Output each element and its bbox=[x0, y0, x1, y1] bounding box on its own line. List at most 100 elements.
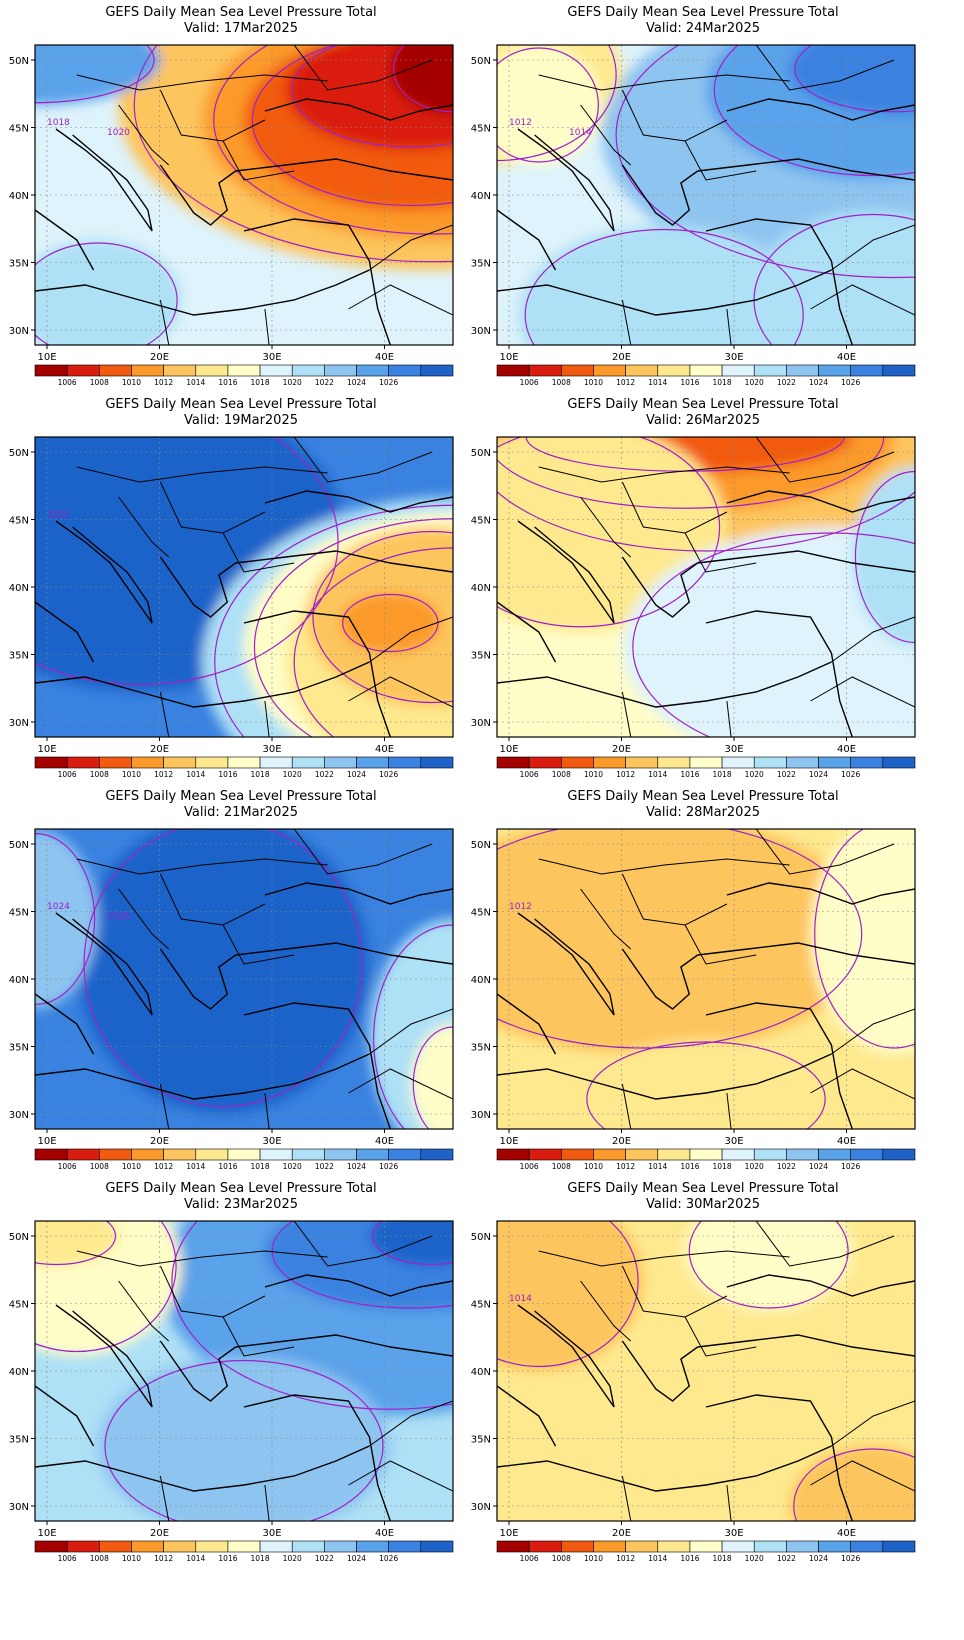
coastline bbox=[497, 601, 557, 663]
country-border bbox=[369, 1400, 453, 1447]
colorbar-label: 1016 bbox=[680, 378, 699, 387]
country-border bbox=[159, 691, 170, 737]
panel-title: GEFS Daily Mean Sea Level Pressure Total bbox=[105, 397, 377, 412]
colorbar-label: 1026 bbox=[379, 1554, 398, 1563]
isobar-line bbox=[524, 228, 804, 345]
y-tick-label: 30N bbox=[471, 326, 491, 337]
coastline bbox=[243, 218, 391, 345]
isobar-line bbox=[35, 1221, 177, 1353]
country-border bbox=[159, 299, 170, 345]
pressure-region bbox=[747, 210, 915, 345]
colorbar-label: 1026 bbox=[841, 1162, 860, 1171]
panel-valid-date: Valid: 21Mar2025 bbox=[184, 805, 298, 820]
colorbar-label: 1012 bbox=[616, 1554, 635, 1563]
x-tick-label: 10E bbox=[499, 744, 518, 755]
colorbar-swatch bbox=[528, 1540, 562, 1553]
colorbar-label: 1022 bbox=[777, 1162, 796, 1171]
isobar-line bbox=[586, 1041, 826, 1129]
y-tick-label: 35N bbox=[471, 1435, 491, 1446]
colorbar-label: 1022 bbox=[315, 1554, 334, 1563]
coastline bbox=[621, 1340, 699, 1402]
x-tick-label: 30E bbox=[724, 1528, 743, 1539]
colorbar-label: 1008 bbox=[90, 1162, 109, 1171]
coastline bbox=[697, 1334, 915, 1357]
colorbar-label: 1010 bbox=[584, 378, 603, 387]
y-tick-label: 45N bbox=[471, 124, 491, 135]
colorbar-swatch bbox=[593, 1148, 626, 1161]
colorbar-label: 1018 bbox=[713, 1162, 732, 1171]
country-border bbox=[538, 466, 790, 483]
colorbar-swatch bbox=[324, 1540, 357, 1553]
colorbar-swatch bbox=[259, 1540, 293, 1553]
colorbar-label: 1018 bbox=[251, 378, 270, 387]
colorbar-swatch bbox=[882, 1148, 916, 1161]
y-tick-label: 40N bbox=[471, 975, 491, 986]
coastline bbox=[517, 128, 615, 232]
panel-title: GEFS Daily Mean Sea Level Pressure Total bbox=[567, 1181, 839, 1196]
colorbar-swatch bbox=[818, 756, 851, 769]
colorbar-swatch bbox=[324, 1148, 357, 1161]
coastline bbox=[243, 1394, 391, 1521]
coastline bbox=[726, 490, 915, 513]
country-border bbox=[621, 1083, 632, 1129]
x-tick-label: 30E bbox=[262, 1528, 281, 1539]
panel-valid-date: Valid: 26Mar2025 bbox=[646, 413, 760, 428]
isobar-label: 1014 bbox=[509, 1294, 532, 1304]
colorbar-label: 1006 bbox=[58, 378, 77, 387]
coastline bbox=[35, 269, 370, 316]
country-border bbox=[293, 829, 433, 875]
colorbar-swatch bbox=[259, 1148, 293, 1161]
colorbar-swatch bbox=[195, 756, 229, 769]
colorbar-swatch bbox=[195, 1540, 229, 1553]
colorbar-swatch bbox=[721, 1148, 755, 1161]
country-border bbox=[580, 1280, 632, 1342]
isobar-line bbox=[312, 530, 453, 704]
colorbar-label: 1014 bbox=[648, 1554, 667, 1563]
colorbar-label: 1010 bbox=[122, 378, 141, 387]
country-border bbox=[538, 1250, 790, 1267]
colorbar-swatch bbox=[131, 756, 164, 769]
country-border bbox=[810, 284, 915, 316]
x-tick-label: 30E bbox=[262, 1136, 281, 1147]
pressure-region bbox=[35, 240, 182, 345]
colorbar-swatch bbox=[786, 1148, 819, 1161]
isobar-line bbox=[251, 45, 453, 207]
y-tick-label: 50N bbox=[471, 448, 491, 459]
colorbar-swatch bbox=[593, 364, 626, 377]
y-tick-label: 40N bbox=[9, 1367, 29, 1378]
coastline bbox=[705, 218, 853, 345]
country-border bbox=[293, 437, 433, 483]
y-tick-label: 40N bbox=[9, 191, 29, 202]
y-tick-label: 50N bbox=[9, 448, 29, 459]
x-tick-label: 40E bbox=[837, 1136, 856, 1147]
colorbar-swatch bbox=[227, 364, 261, 377]
x-tick-label: 20E bbox=[612, 744, 631, 755]
colorbar-swatch bbox=[227, 1540, 261, 1553]
x-tick-label: 30E bbox=[262, 352, 281, 363]
coastline bbox=[264, 882, 453, 905]
colorbar-swatch bbox=[34, 756, 68, 769]
x-tick-label: 20E bbox=[150, 1528, 169, 1539]
pressure-map: 1012 50N 45N 40N 35N 30N 10E 20E 30E 40E 1006 1008 1… bbox=[471, 828, 916, 1171]
colorbar-label: 1016 bbox=[680, 770, 699, 779]
colorbar-swatch bbox=[593, 1540, 626, 1553]
country-border bbox=[76, 466, 328, 483]
colorbar-label: 1016 bbox=[218, 1554, 237, 1563]
map-panel: GEFS Daily Mean Sea Level Pressure Total… bbox=[0, 0, 482, 410]
colorbar-swatch bbox=[388, 1148, 422, 1161]
country-border bbox=[264, 700, 270, 737]
pressure-map: 50N 45N 40N 35N 30N 10E 20E 30E 40E 1006 1008 1010 1… bbox=[471, 436, 916, 779]
panel-title: GEFS Daily Mean Sea Level Pressure Total bbox=[105, 789, 377, 804]
isobar-line bbox=[794, 45, 915, 113]
colorbar-swatch bbox=[420, 1540, 454, 1553]
y-tick-label: 45N bbox=[9, 124, 29, 135]
colorbar-label: 1022 bbox=[315, 378, 334, 387]
x-tick-label: 30E bbox=[724, 1136, 743, 1147]
country-border bbox=[684, 924, 757, 965]
colorbar-swatch bbox=[818, 1148, 851, 1161]
country-border bbox=[118, 888, 170, 950]
x-tick-label: 10E bbox=[37, 1528, 56, 1539]
y-tick-label: 40N bbox=[471, 583, 491, 594]
country-border bbox=[222, 532, 295, 573]
colorbar-label: 1014 bbox=[186, 770, 205, 779]
